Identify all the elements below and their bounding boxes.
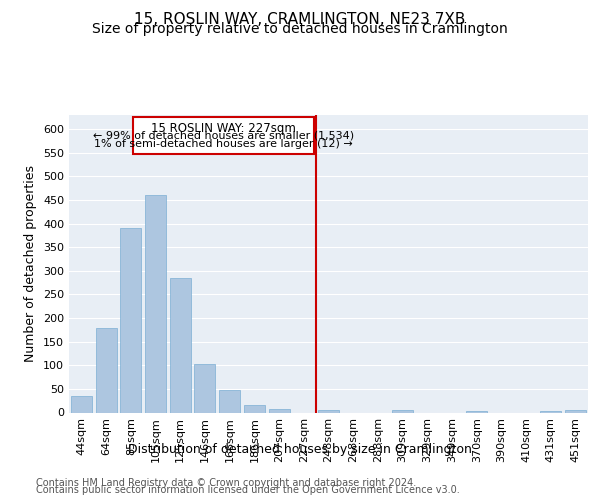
Text: 15, ROSLIN WAY, CRAMLINGTON, NE23 7XB: 15, ROSLIN WAY, CRAMLINGTON, NE23 7XB xyxy=(134,12,466,28)
Bar xyxy=(541,411,562,412)
Text: 15 ROSLIN WAY: 227sqm: 15 ROSLIN WAY: 227sqm xyxy=(151,122,296,135)
Text: 1% of semi-detached houses are larger (12) →: 1% of semi-detached houses are larger (1… xyxy=(94,139,353,149)
Text: Contains public sector information licensed under the Open Government Licence v3: Contains public sector information licen… xyxy=(36,485,460,495)
Bar xyxy=(120,228,141,412)
Text: Distribution of detached houses by size in Cramlington: Distribution of detached houses by size … xyxy=(128,442,472,456)
Text: Contains HM Land Registry data © Crown copyright and database right 2024.: Contains HM Land Registry data © Crown c… xyxy=(36,478,416,488)
Bar xyxy=(392,410,413,412)
FancyBboxPatch shape xyxy=(133,118,314,154)
Bar xyxy=(170,278,191,412)
Bar xyxy=(318,410,339,412)
Bar xyxy=(244,405,265,412)
Bar xyxy=(565,410,586,412)
Bar xyxy=(194,364,215,412)
Bar xyxy=(145,196,166,412)
Y-axis label: Number of detached properties: Number of detached properties xyxy=(25,165,37,362)
Text: ← 99% of detached houses are smaller (1,534): ← 99% of detached houses are smaller (1,… xyxy=(93,130,354,140)
Bar xyxy=(219,390,240,412)
Bar xyxy=(466,410,487,412)
Bar xyxy=(269,408,290,412)
Text: Size of property relative to detached houses in Cramlington: Size of property relative to detached ho… xyxy=(92,22,508,36)
Bar xyxy=(71,396,92,412)
Bar xyxy=(95,328,116,412)
